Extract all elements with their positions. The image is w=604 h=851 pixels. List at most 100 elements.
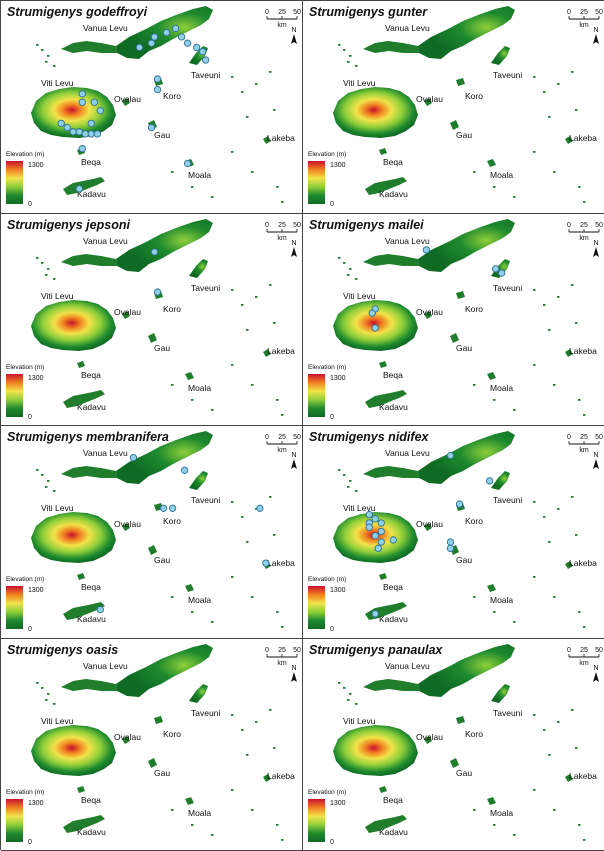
occurrence-record-marker xyxy=(193,44,199,50)
scale-tick-label: 50 xyxy=(595,647,603,654)
place-label-moala: Moala xyxy=(490,595,513,605)
islet xyxy=(553,171,556,173)
islet xyxy=(41,687,44,689)
occurrence-record-marker xyxy=(130,454,136,460)
islet xyxy=(355,490,358,492)
place-label-beqa: Beqa xyxy=(383,795,403,805)
place-label-viti_levu: Viti Levu xyxy=(41,503,74,513)
islet xyxy=(347,274,350,276)
occurrence-record-marker xyxy=(372,611,378,617)
island-moala xyxy=(487,797,496,805)
islet xyxy=(473,384,476,386)
island-vanua-levu-west xyxy=(363,41,419,53)
legend-min-label: 0 xyxy=(28,201,32,208)
islet xyxy=(543,91,546,93)
place-label-viti_levu: Viti Levu xyxy=(343,716,376,726)
legend-title: Elevation (m) xyxy=(6,151,44,158)
scale-tick-label: 0 xyxy=(567,647,571,654)
place-label-gau: Gau xyxy=(154,768,170,778)
islet xyxy=(571,709,574,711)
island-vanua-levu-west xyxy=(61,679,117,691)
occurrence-record-marker xyxy=(151,248,157,254)
islet xyxy=(347,61,350,63)
place-label-kadavu: Kadavu xyxy=(379,827,408,837)
north-arrow-label: N xyxy=(593,240,598,247)
place-label-kadavu: Kadavu xyxy=(379,402,408,412)
island-moala xyxy=(487,372,496,380)
place-label-ovalau: Ovalau xyxy=(114,307,141,317)
place-label-taveuni: Taveuni xyxy=(493,708,522,718)
island-koro xyxy=(456,291,465,299)
species-title: Strumigenys godeffroyi xyxy=(7,5,147,19)
place-label-ovalau: Ovalau xyxy=(114,732,141,742)
scale-tick-label: 0 xyxy=(567,9,571,16)
legend-min-label: 0 xyxy=(28,414,32,421)
islet xyxy=(269,709,272,711)
legend-max-label: 1300 xyxy=(330,162,346,169)
elevation-color-ramp xyxy=(6,161,23,204)
place-label-gau: Gau xyxy=(456,130,472,140)
islet xyxy=(246,754,249,756)
island-koro xyxy=(154,716,163,724)
occurrence-record-marker xyxy=(58,120,64,126)
species-title: Strumigenys oasis xyxy=(7,643,118,657)
legend-min-label: 0 xyxy=(330,201,334,208)
islet xyxy=(533,151,536,153)
place-label-gau: Gau xyxy=(456,768,472,778)
place-label-koro: Koro xyxy=(163,516,181,526)
islet xyxy=(571,71,574,73)
islet xyxy=(355,65,358,67)
islet xyxy=(231,501,234,503)
islet xyxy=(578,399,581,401)
place-label-beqa: Beqa xyxy=(81,370,101,380)
elevation-color-ramp xyxy=(6,586,23,629)
place-label-lakeba: Lakeba xyxy=(267,771,295,781)
islet xyxy=(53,703,56,705)
place-label-vanua_levu: Vanua Levu xyxy=(385,23,430,33)
place-label-koro: Koro xyxy=(465,304,483,314)
island-beqa xyxy=(379,573,387,580)
north-arrow-label: N xyxy=(593,452,598,459)
occurrence-record-marker xyxy=(378,528,384,534)
scale-tick-label: 0 xyxy=(265,222,269,229)
scale-tick-label: 50 xyxy=(293,434,301,441)
islet xyxy=(41,262,44,264)
islet xyxy=(338,682,341,684)
islet xyxy=(47,268,50,270)
islet xyxy=(343,49,346,51)
place-label-lakeba: Lakeba xyxy=(267,558,295,568)
place-label-moala: Moala xyxy=(490,383,513,393)
scale-tick-label: 50 xyxy=(293,222,301,229)
islet xyxy=(571,284,574,286)
islet xyxy=(36,257,39,259)
occurrence-record-marker xyxy=(202,57,208,63)
island-viti-levu xyxy=(333,725,418,776)
islet xyxy=(171,384,174,386)
place-label-beqa: Beqa xyxy=(383,582,403,592)
islet xyxy=(281,201,284,203)
scale-unit-label: km xyxy=(579,447,589,454)
scale-tick-label: 25 xyxy=(580,647,588,654)
legend-max-label: 1300 xyxy=(330,587,346,594)
island-gau xyxy=(450,758,459,768)
scale-unit-label: km xyxy=(277,22,287,29)
islet xyxy=(53,278,56,280)
islet xyxy=(583,201,586,203)
islet xyxy=(231,76,234,78)
north-arrow-label: N xyxy=(291,240,296,247)
scale-unit-label: km xyxy=(277,660,287,667)
islet xyxy=(557,296,560,298)
islet xyxy=(338,469,341,471)
occurrence-record-marker xyxy=(79,91,85,97)
scale-tick-label: 0 xyxy=(265,434,269,441)
species-title: Strumigenys nidifex xyxy=(309,430,428,444)
island-taveuni xyxy=(189,259,208,278)
islet xyxy=(571,496,574,498)
islet xyxy=(231,714,234,716)
occurrence-record-marker xyxy=(372,324,378,330)
place-label-vanua_levu: Vanua Levu xyxy=(385,661,430,671)
island-koro xyxy=(456,716,465,724)
